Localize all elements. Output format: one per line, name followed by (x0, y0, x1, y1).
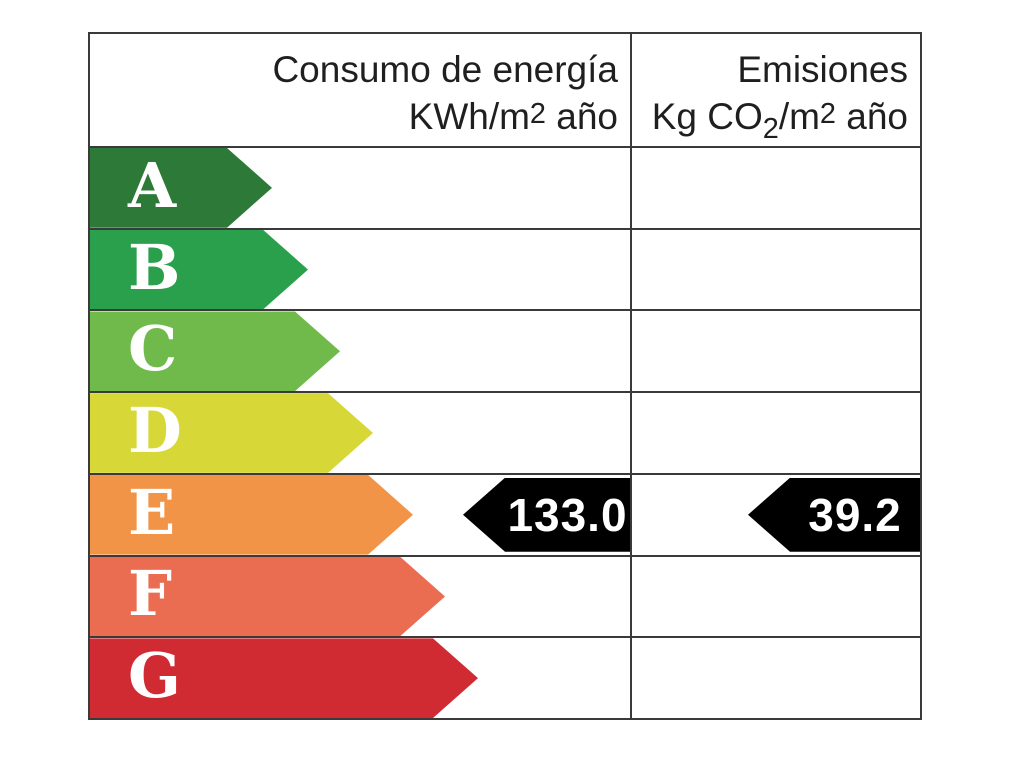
rating-bar-f: F (90, 557, 445, 637)
rating-letter-d: D (128, 394, 182, 468)
rating-bar-d: D (90, 393, 373, 473)
consumption-value-arrow-label: 133.0 (507, 488, 628, 541)
emissions-cell-f (632, 557, 920, 637)
consumption-cell-b: B (90, 229, 632, 310)
rating-letter-g: G (128, 639, 181, 713)
consumption-cell-f: F (90, 556, 632, 637)
consumption-header-title: Consumo de energía (272, 49, 618, 90)
rating-letter-c: C (128, 312, 178, 386)
rating-row-a: A (90, 148, 920, 230)
consumption-cell-c: C (90, 311, 632, 392)
emissions-cell-e: 39.2 (632, 475, 920, 555)
energy-rating-table: Consumo de energía KWh/m2 año Emisiones … (88, 32, 922, 720)
emissions-cell-b (632, 230, 920, 310)
emissions-cell-g (632, 638, 920, 718)
rating-letter-a: A (128, 148, 177, 222)
consumption-cell-e: E 133.0 (90, 474, 632, 555)
rating-letter-e: E (128, 475, 176, 549)
rating-row-d: D (90, 393, 920, 475)
rating-scale-rows: A B C D E 133.0 39.2 F G (90, 148, 920, 719)
rating-bar-a: A (90, 148, 272, 228)
consumption-cell-g: G (90, 638, 632, 719)
emissions-header-title: Emisiones (737, 49, 908, 90)
rating-bar-g: G (90, 638, 478, 718)
rating-row-e: E 133.0 39.2 (90, 474, 920, 557)
rating-bar-c: C (90, 311, 340, 391)
consumption-value-arrow: 133.0 (463, 477, 630, 552)
consumption-cell-d: D (90, 393, 632, 473)
rating-row-f: F (90, 556, 920, 639)
emissions-header: Emisiones Kg CO2/m2 año (632, 34, 920, 146)
emissions-header-unit: Kg CO2/m2 año (651, 96, 908, 145)
emissions-cell-a (632, 148, 920, 228)
rating-row-g: G (90, 638, 920, 719)
consumption-header: Consumo de energía KWh/m2 año (90, 34, 632, 146)
emissions-value-arrow-label: 39.2 (808, 488, 902, 541)
rating-bar-b: B (90, 230, 308, 310)
emissions-value-arrow: 39.2 (748, 477, 920, 552)
rating-bar-e: E (90, 475, 413, 555)
rating-row-c: C (90, 311, 920, 394)
table-header-row: Consumo de energía KWh/m2 año Emisiones … (90, 34, 920, 148)
consumption-header-unit: KWh/m2 año (408, 96, 618, 137)
rating-row-b: B (90, 229, 920, 312)
rating-letter-f: F (128, 557, 173, 631)
emissions-cell-d (632, 393, 920, 473)
consumption-cell-a: A (90, 148, 632, 228)
emissions-cell-c (632, 311, 920, 391)
rating-letter-b: B (128, 230, 181, 304)
